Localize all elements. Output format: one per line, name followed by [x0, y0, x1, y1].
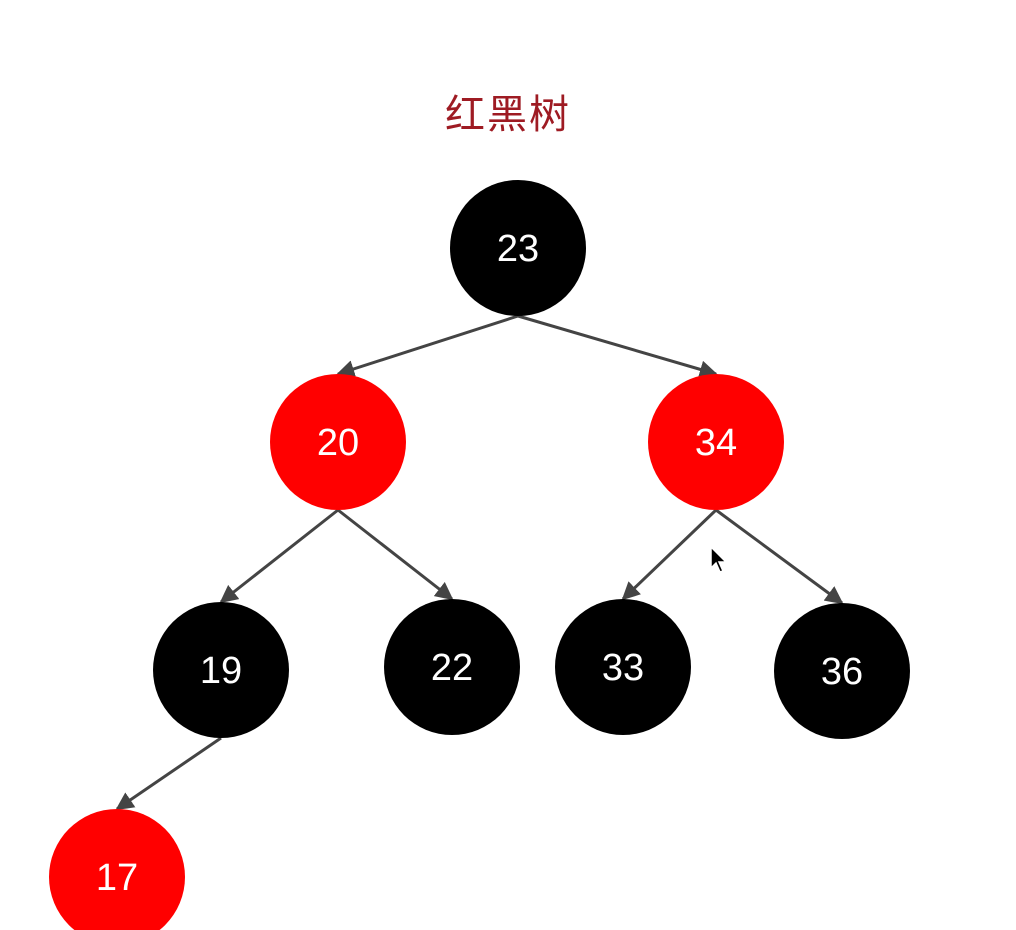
tree-node-34: 34	[648, 374, 784, 510]
tree-node-19: 19	[153, 602, 289, 738]
node-circle-34	[648, 374, 784, 510]
edge-n34-n33	[621, 508, 718, 601]
node-circle-20	[270, 374, 406, 510]
node-label-19: 19	[200, 650, 242, 692]
node-circle-36	[774, 603, 910, 739]
node-circle-22	[384, 599, 520, 735]
node-circle-23	[450, 180, 586, 316]
mouse-cursor-icon	[710, 546, 728, 573]
tree-node-33: 33	[555, 599, 691, 735]
tree-node-23: 23	[450, 180, 586, 316]
tree-node-17: 17	[49, 809, 185, 930]
edge-n20-n22	[337, 508, 454, 601]
edge-n20-n19	[219, 508, 339, 604]
tree-node-20: 20	[270, 374, 406, 510]
node-circle-19	[153, 602, 289, 738]
edge-n34-n36	[715, 508, 844, 605]
node-label-22: 22	[431, 647, 473, 689]
diagram-title: 红黑树	[445, 92, 571, 138]
node-label-33: 33	[602, 647, 644, 689]
node-label-20: 20	[317, 422, 359, 464]
tree-node-22: 22	[384, 599, 520, 735]
edge-n19-n17	[115, 736, 222, 811]
node-label-17: 17	[96, 857, 138, 899]
edge-n23-n34	[517, 314, 718, 379]
tree-node-36: 36	[774, 603, 910, 739]
node-circle-17	[49, 809, 185, 930]
node-label-36: 36	[821, 651, 863, 693]
node-circle-33	[555, 599, 691, 735]
node-label-34: 34	[695, 422, 737, 464]
edge-n23-n20	[336, 314, 519, 378]
edges-layer	[115, 314, 844, 811]
node-label-23: 23	[497, 228, 539, 270]
nodes-layer: 23 20 34 19 22 33 36 17	[49, 180, 910, 930]
